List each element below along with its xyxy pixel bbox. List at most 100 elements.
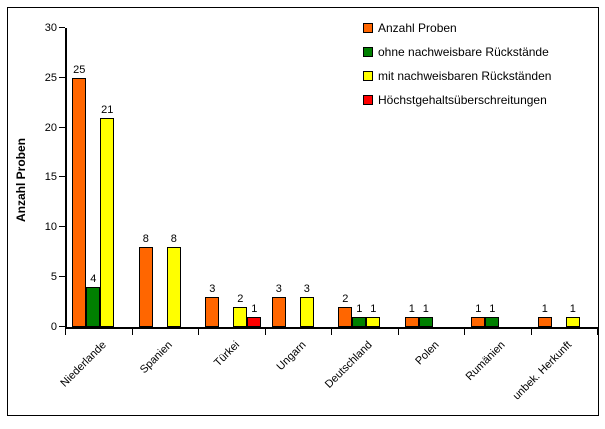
bar-slot xyxy=(552,28,566,327)
bar-slot: 1 xyxy=(418,28,433,327)
x-category-label: Spanien xyxy=(138,339,176,377)
bar xyxy=(418,317,433,327)
bar-value-label: 21 xyxy=(101,104,114,116)
bar xyxy=(86,287,101,327)
bar xyxy=(233,307,248,327)
legend-item: Anzahl Proben xyxy=(363,16,551,40)
plot-area: 25 4 21 8 8 3 2 1 3 3 2 1 1 1 1 1 1 1 1 xyxy=(65,28,599,329)
bar-slot xyxy=(286,28,300,327)
bar-value-label: 1 xyxy=(356,303,363,315)
bar-slot xyxy=(181,28,195,327)
x-tick-mark xyxy=(65,329,66,335)
bar xyxy=(166,247,181,327)
bar-slot: 3 xyxy=(271,28,286,327)
bar-value-label: 3 xyxy=(209,283,216,295)
bar xyxy=(205,297,220,327)
y-tick-label: 25 xyxy=(44,72,57,84)
bar-slot: 1 xyxy=(352,28,367,327)
bar-slot: 8 xyxy=(166,28,181,327)
x-tick-mark xyxy=(264,329,266,335)
x-category-label: Deutschland xyxy=(323,339,375,391)
bar-value-label: 1 xyxy=(541,303,548,315)
bar-slot: 3 xyxy=(299,28,314,327)
x-tick-mark xyxy=(198,329,199,335)
bar-value-label: 25 xyxy=(73,64,86,76)
bar-slot: 25 xyxy=(72,28,87,327)
x-category-label: unbek. Herkunft xyxy=(510,339,575,403)
bar-slot: 4 xyxy=(86,28,101,327)
bar-slot xyxy=(219,28,233,327)
bar xyxy=(271,297,286,327)
bar-slot: 21 xyxy=(100,28,115,327)
bar-slot xyxy=(314,28,328,327)
bar-value-label: 1 xyxy=(489,303,496,315)
bar xyxy=(247,317,262,327)
bar-value-label: 2 xyxy=(342,293,349,305)
bar xyxy=(404,317,419,327)
bar-slot: 3 xyxy=(205,28,220,327)
bar-slot: 8 xyxy=(138,28,153,327)
bar xyxy=(565,317,580,327)
bar-slot: 1 xyxy=(366,28,381,327)
y-tick-label: 30 xyxy=(44,22,57,34)
y-tick-label: 20 xyxy=(44,122,57,134)
x-category-label: Niederlande xyxy=(58,339,109,390)
x-category-label: Ungarn xyxy=(274,339,309,373)
bar xyxy=(485,317,500,327)
x-tick-mark xyxy=(530,329,532,335)
bar-slot: 1 xyxy=(404,28,419,327)
bar-value-label: 1 xyxy=(408,303,415,315)
bar xyxy=(366,317,381,327)
legend: Anzahl Proben ohne nachweisbare Rückständ… xyxy=(363,16,551,112)
bar-value-label: 1 xyxy=(475,303,482,315)
x-tick-mark xyxy=(597,329,598,335)
bar-slot: 1 xyxy=(471,28,486,327)
bar xyxy=(72,78,87,327)
bar-slot xyxy=(114,28,128,327)
bar-value-label: 4 xyxy=(90,273,97,285)
bar-value-label: 2 xyxy=(237,293,244,305)
bar-value-label: 3 xyxy=(275,283,282,295)
x-tick-mark xyxy=(131,329,133,335)
bar-value-label: 1 xyxy=(422,303,429,315)
bar xyxy=(338,307,353,327)
x-tick-mark xyxy=(464,329,465,335)
legend-item: mit nachweisbaren Rückständen xyxy=(363,64,551,88)
bar-value-label: 1 xyxy=(370,303,377,315)
bar-slot xyxy=(153,28,167,327)
bar-slot: 2 xyxy=(233,28,248,327)
bar-slot: 1 xyxy=(537,28,552,327)
y-tick-label: 15 xyxy=(44,171,57,183)
y-tick-mark xyxy=(59,77,65,78)
y-tick-label: 0 xyxy=(50,321,57,333)
bar-value-label: 8 xyxy=(170,233,177,245)
bar xyxy=(100,118,115,327)
y-tick-label: 10 xyxy=(44,221,57,233)
bar-slot: 1 xyxy=(565,28,580,327)
bar xyxy=(299,297,314,327)
bar xyxy=(352,317,367,327)
x-tick-mark xyxy=(331,329,332,335)
legend-swatch-icon xyxy=(363,23,373,33)
y-tick-mark xyxy=(59,226,65,227)
bar-value-label: 1 xyxy=(569,303,576,315)
bar-slot: 2 xyxy=(338,28,353,327)
bar-value-label: 3 xyxy=(303,283,310,295)
bar-value-label: 1 xyxy=(251,303,258,315)
bar-slot: 1 xyxy=(247,28,262,327)
bar-slot: 1 xyxy=(485,28,500,327)
x-category-label: Rumänien xyxy=(463,339,508,383)
legend-swatch-icon xyxy=(363,47,373,57)
bar-slot xyxy=(580,28,594,327)
y-tick-mark xyxy=(59,27,65,28)
x-category-label: Polen xyxy=(412,339,442,368)
y-tick-mark xyxy=(59,276,65,277)
bar-value-label: 8 xyxy=(142,233,149,245)
bar-group: 25 4 21 xyxy=(67,28,134,327)
